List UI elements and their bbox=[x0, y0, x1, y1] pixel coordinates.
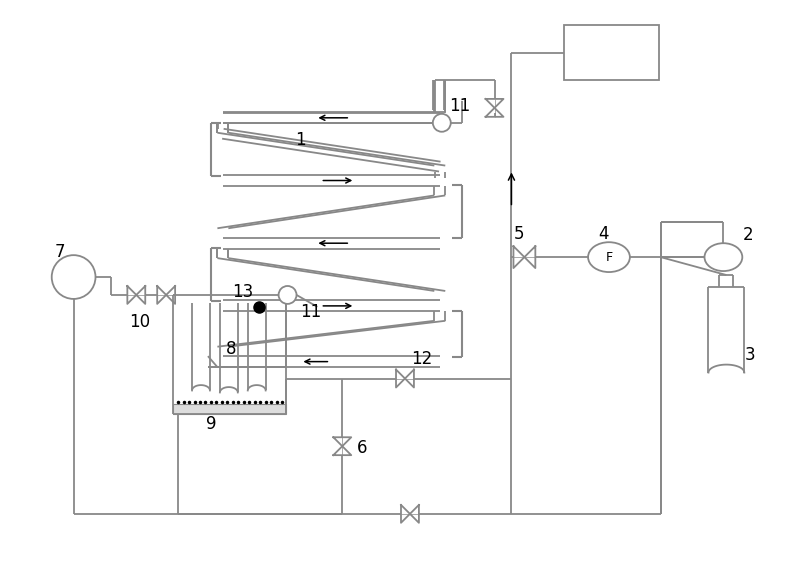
Text: 7: 7 bbox=[54, 243, 65, 261]
Text: 5: 5 bbox=[514, 225, 525, 243]
Text: 9: 9 bbox=[206, 415, 216, 433]
Text: 2: 2 bbox=[743, 226, 754, 244]
Text: 4: 4 bbox=[598, 225, 610, 243]
Text: 6: 6 bbox=[357, 439, 367, 457]
Bar bbox=[564, 26, 658, 80]
Text: 11: 11 bbox=[449, 97, 470, 115]
Text: 1: 1 bbox=[295, 131, 306, 149]
Text: 10: 10 bbox=[129, 313, 150, 331]
Text: 11: 11 bbox=[300, 303, 321, 321]
Bar bbox=[173, 404, 286, 414]
Text: 14: 14 bbox=[600, 29, 622, 47]
Text: 12: 12 bbox=[411, 350, 433, 367]
Ellipse shape bbox=[588, 242, 630, 272]
Text: 13: 13 bbox=[232, 283, 254, 301]
Circle shape bbox=[52, 255, 95, 299]
Ellipse shape bbox=[705, 243, 742, 271]
Text: 8: 8 bbox=[226, 340, 236, 358]
Circle shape bbox=[278, 286, 297, 304]
Text: 3: 3 bbox=[745, 346, 755, 363]
Text: F: F bbox=[606, 251, 613, 264]
Circle shape bbox=[433, 114, 450, 132]
